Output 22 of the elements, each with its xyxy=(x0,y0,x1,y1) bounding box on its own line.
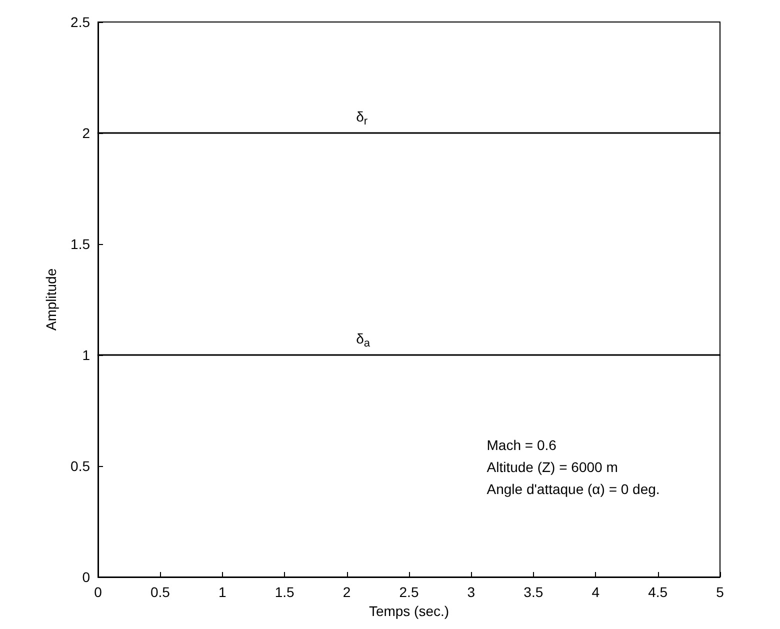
annotation: Angle d'attaque (α) = 0 deg. xyxy=(486,481,660,497)
y-axis-title: Amplitude xyxy=(43,268,59,331)
y-tick-label: 1 xyxy=(82,347,90,363)
annotation: Altitude (Z) = 6000 m xyxy=(486,459,618,475)
x-tick-label: 2 xyxy=(342,584,351,600)
x-tick-label: 4 xyxy=(592,584,600,600)
y-tick-label: 2.5 xyxy=(70,14,90,30)
y-tick-label: 0.5 xyxy=(70,458,90,474)
x-tick-label: 3 xyxy=(467,584,476,600)
y-tick-label: 0 xyxy=(82,569,90,585)
x-tick-label: 2.5 xyxy=(399,584,419,600)
x-tick-label: 4.5 xyxy=(648,584,668,600)
annotation: Mach = 0.6 xyxy=(486,437,557,453)
x-tick-label: 3.5 xyxy=(524,584,544,600)
y-tick-label: 1.5 xyxy=(70,236,90,252)
y-tick-label: 2 xyxy=(82,125,90,141)
x-tick-label: 0.5 xyxy=(150,584,170,600)
x-axis-title: Temps (sec.) xyxy=(368,602,450,619)
x-tick-label: 1 xyxy=(218,584,226,600)
x-tick-label: 1.5 xyxy=(274,584,295,600)
x-tick-label: 5 xyxy=(716,584,724,600)
x-tick-label: 0 xyxy=(94,584,102,600)
